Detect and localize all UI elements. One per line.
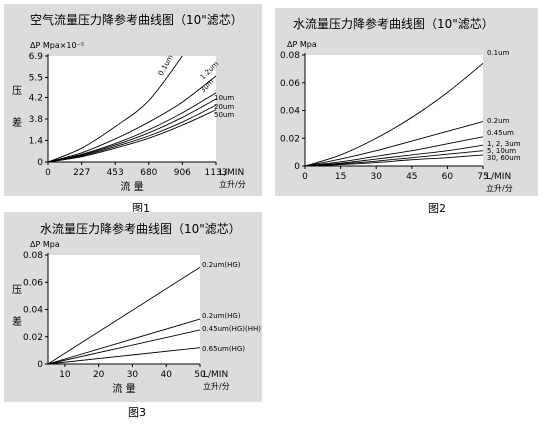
series-line (304, 144, 484, 167)
y-axis-side-label: 压 (12, 284, 22, 296)
x-tick-label: 0 (302, 172, 308, 182)
y-axis-title: ΔP Mpa×10⁻⁵ (30, 41, 84, 50)
y-tick-label: 0.04 (280, 107, 300, 117)
y-tick-label: 0.02 (280, 134, 300, 144)
chart-caption: 图2 (428, 202, 446, 215)
y-tick-label: 0.04 (23, 306, 43, 316)
y-tick-label: 5.5 (29, 74, 43, 84)
x-tick-label: 680 (140, 168, 157, 178)
series-line (47, 266, 201, 365)
series-line (304, 154, 484, 167)
series-label: 0.45um(HG)(HH) (202, 325, 261, 333)
chart-title: 水流量压力降参考曲线图（10"滤芯） (293, 17, 494, 31)
chart-caption: 图1 (132, 202, 150, 215)
series-line (47, 92, 217, 163)
x-tick-label: 227 (73, 168, 90, 178)
x-tick-label: 906 (174, 168, 191, 178)
chart-plot-2: 0.08 0.06 0.04 0.02 00 15 30 45 60 75 ΔP Mpa L/MIN立… (280, 40, 521, 193)
y-axis-title: ΔP Mpa (30, 240, 60, 249)
y-tick-label: 0 (294, 162, 300, 172)
x-tick-label: 15 (335, 172, 346, 182)
series-line (304, 136, 484, 167)
plot-area (305, 55, 483, 166)
series-line (47, 329, 201, 365)
series-label: 10um (214, 94, 234, 102)
x-tick-label: 60 (442, 172, 454, 182)
x-tick-label: 453 (107, 168, 124, 178)
y-axis-side-label: 差 (12, 116, 22, 129)
series-line (47, 104, 217, 163)
x-tick-label: 10 (59, 370, 71, 380)
y-tick-label: 0.06 (280, 79, 300, 89)
x-tick-label: 30 (127, 370, 139, 380)
x-axis-title: 流 量 (120, 180, 143, 193)
x-axis-unit-cn: 立升/分 (203, 381, 230, 391)
series-label: 0.2um(HG) (202, 261, 241, 269)
series-label: 0.65um(HG) (202, 345, 245, 353)
x-tick-label: 40 (160, 370, 172, 380)
y-tick-label: 0.08 (23, 251, 43, 261)
series-label: 0.2um(HG) (202, 312, 241, 320)
y-tick-label: 0.02 (23, 333, 43, 343)
y-tick-label: 0 (37, 360, 43, 370)
series-line (47, 98, 217, 163)
series-line (47, 75, 217, 163)
series-line (47, 347, 201, 365)
x-axis-unit-cn: 立升/分 (219, 179, 246, 189)
y-axis-side-label: 压 (12, 85, 22, 97)
series-line (47, 55, 183, 163)
x-tick-label: 0 (45, 168, 51, 178)
x-tick-label: 20 (93, 370, 105, 380)
y-tick-label: 6.9 (29, 52, 44, 62)
series-line (304, 150, 484, 167)
chart-title: 水流量压力降参考曲线图（10"滤芯） (40, 222, 241, 236)
series-line (47, 109, 217, 163)
series-line (304, 121, 484, 167)
y-tick-label: 0.06 (23, 278, 43, 288)
series-label: 1, 2, 3um (487, 140, 521, 148)
x-tick-label: 30 (370, 172, 382, 182)
chart-plot-1: 6.9 5.5 4.2 3.8 1.4 00 227 453 680 906 1133 ΔP Mpa×… (12, 41, 246, 193)
chart-panel-2: 水流量压力降参考曲线图（10"滤芯） 0.08 0.06 0.04 0.02 0 0 15 3… (275, 8, 538, 196)
x-tick-label: 45 (406, 172, 417, 182)
series-label: 50um (214, 111, 234, 119)
chart-caption: 图3 (128, 406, 146, 419)
series-line (47, 318, 201, 365)
series-line (304, 62, 484, 167)
y-tick-label: 0 (37, 158, 43, 168)
y-tick-label: 1.4 (29, 136, 44, 146)
y-tick-label: 0.08 (280, 51, 300, 61)
series-label: 5, 10um (487, 147, 516, 155)
y-tick-label: 4.2 (29, 93, 43, 103)
chart-plot-3: 0.08 0.06 0.04 0.02 0 10 20 30 40 50 ΔP Mpa 压差流 量 L/… (12, 240, 261, 395)
x-axis-unit: L/MIN (486, 172, 511, 182)
series-label: 30, 60um (487, 154, 521, 162)
series-label: 20um (214, 103, 234, 111)
chart-panel-3: 水流量压力降参考曲线图（10"滤芯） 0.08 0.06 0.04 0.02 0 10 20… (4, 212, 262, 402)
chart-panel-1: 空气流量压力降参考曲线图（10"滤芯） 6.9 5.5 4.2 3.8 1.4 0 0 227… (4, 4, 262, 196)
x-tick-label: 75 (477, 172, 488, 182)
plot-area (48, 56, 216, 162)
series-label: 0.1um (487, 49, 510, 57)
x-tick-label: 50 (194, 370, 206, 380)
x-axis-unit-cn: 立升/分 (486, 183, 513, 193)
series-label: 0.2um (487, 117, 510, 125)
y-axis-side-label: 差 (12, 315, 22, 328)
x-tick-label: 1133 (205, 168, 228, 178)
x-axis-unit: L/MIN (219, 168, 244, 178)
y-axis-title: ΔP Mpa (287, 40, 317, 49)
plot-area (48, 255, 200, 364)
x-axis-title: 流 量 (112, 382, 135, 395)
y-tick-label: 3.8 (29, 115, 44, 125)
x-axis-unit: L/MIN (203, 370, 228, 380)
chart-title: 空气流量压力降参考曲线图（10"滤芯） (30, 13, 243, 27)
series-label: 0.45um (487, 129, 514, 137)
